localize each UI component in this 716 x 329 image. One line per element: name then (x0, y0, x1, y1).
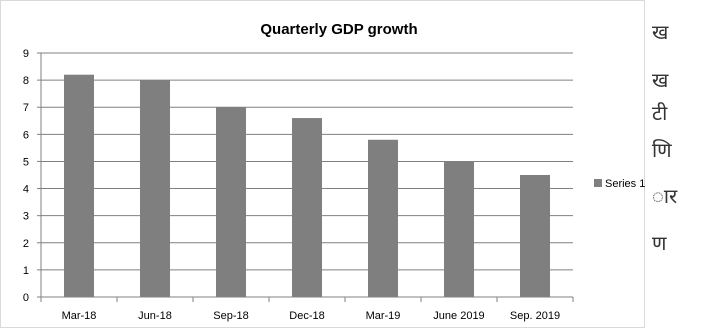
y-tick-label: 4 (23, 184, 29, 196)
background-text-fragment: ार (652, 184, 678, 208)
legend-swatch (594, 179, 602, 187)
y-tick-labels: 0 1 2 3 4 5 6 7 8 9 (23, 48, 29, 304)
bar (140, 80, 170, 297)
x-tick-label: Sep. 2019 (510, 310, 560, 322)
y-tick-label: 0 (23, 292, 29, 304)
y-tick-label: 9 (23, 48, 29, 60)
y-tick-label: 2 (23, 238, 29, 250)
axis-layer (40, 53, 574, 302)
bar (368, 139, 398, 297)
y-tick-label: 6 (23, 129, 29, 141)
x-tick-labels: Mar-18 Jun-18 Sep-18 Dec-18 Mar-19 June 2019 S… (62, 310, 561, 322)
y-tick-label: 7 (23, 102, 29, 114)
x-tick-label: June 2019 (433, 310, 484, 322)
bar (292, 118, 322, 297)
background-document-text: ख ख टी णिार ण (646, 0, 716, 328)
background-text-fragment: ख (652, 20, 669, 44)
bar (216, 107, 246, 297)
y-tick-label: 5 (23, 156, 29, 168)
bar-layer (64, 74, 550, 297)
chart-frame: Quarterly GDP growth 0 1 2 3 4 5 6 7 8 9 Mar-18 Ju… (0, 0, 645, 328)
bar (444, 161, 474, 297)
background-text-fragment: ख (652, 68, 669, 92)
x-tick-label: Mar-19 (366, 310, 401, 322)
chart-plot: Quarterly GDP growth 0 1 2 3 4 5 6 7 8 9 Mar-18 Ju… (23, 21, 645, 322)
y-tick-label: 1 (23, 265, 29, 277)
background-text-fragment: ण (652, 231, 667, 255)
bar (64, 74, 94, 297)
x-tick-label: Mar-18 (62, 310, 97, 322)
x-tick-label: Sep-18 (213, 310, 248, 322)
background-text-fragment: णि (652, 138, 672, 162)
y-tick-label: 3 (23, 211, 29, 223)
x-tick-label: Jun-18 (138, 310, 172, 322)
legend-label: Series 1 (605, 178, 645, 190)
chart-title: Quarterly GDP growth (260, 21, 417, 38)
x-tick-label: Dec-18 (289, 310, 324, 322)
legend: Series 1 (594, 178, 645, 190)
background-text-fragment: टी (652, 101, 668, 125)
bar (520, 175, 550, 297)
y-tick-label: 8 (23, 75, 29, 87)
